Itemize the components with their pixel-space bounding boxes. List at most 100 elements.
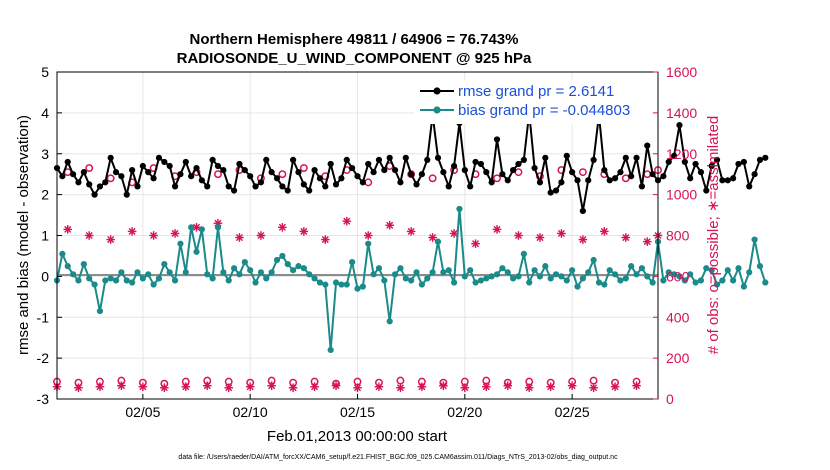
data-point (590, 256, 597, 264)
data-point (263, 156, 270, 163)
data-point (166, 269, 173, 276)
data-point (681, 158, 688, 166)
data-point (295, 263, 302, 270)
data-point (660, 173, 667, 180)
x-tick-label: 02/10 (233, 404, 268, 420)
data-point (450, 162, 458, 170)
assimilated-point (514, 231, 523, 240)
data-point (129, 279, 136, 286)
x-tick-label: 02/25 (555, 404, 590, 420)
data-point (220, 269, 227, 276)
data-point (536, 179, 544, 186)
data-point (80, 261, 87, 268)
assimilated-point (342, 216, 352, 226)
data-point (703, 187, 710, 194)
assimilated-point (524, 383, 534, 393)
data-point (644, 273, 651, 280)
data-point (547, 189, 554, 196)
data-point (418, 171, 425, 178)
possible-point (278, 170, 287, 179)
data-point (756, 156, 764, 163)
data-point (445, 183, 452, 190)
data-file-footnote: data file: /Users/raeder/DAI/ATM_forcXX/… (178, 454, 618, 461)
assimilated-point (321, 235, 330, 244)
data-point (483, 169, 490, 176)
data-point (708, 267, 715, 274)
data-point (198, 177, 205, 184)
data-point (397, 179, 404, 186)
assimilated-point (127, 227, 137, 236)
data-point (112, 277, 120, 284)
y-right-tick-label: 1200 (666, 146, 697, 162)
data-point (429, 269, 436, 276)
possible-point (214, 170, 222, 179)
data-point (343, 281, 350, 288)
assimilated-point (621, 233, 631, 242)
data-point (585, 269, 592, 276)
y-left-tick-label: 4 (41, 105, 49, 121)
legend-box (414, 80, 652, 124)
data-point (697, 277, 705, 284)
data-point (687, 271, 694, 278)
assimilated-point (95, 382, 105, 392)
x-axis-label: Feb.01,2013 00:00:00 start (267, 428, 448, 445)
data-point (161, 158, 168, 166)
data-point (343, 156, 350, 163)
data-point (204, 271, 211, 278)
data-point (230, 187, 238, 194)
data-point (359, 283, 366, 290)
data-point (762, 279, 769, 286)
data-point (617, 169, 624, 176)
data-point (408, 171, 415, 178)
assimilated-point (396, 383, 405, 393)
assimilated-point (642, 237, 652, 246)
assimilated-point (385, 220, 394, 230)
y-right-tick-label: 0 (666, 391, 674, 407)
data-point (504, 177, 511, 184)
y-left-tick-label: -3 (37, 391, 50, 407)
data-point (327, 346, 334, 354)
assimilated-point (567, 381, 577, 391)
data-point (188, 173, 195, 180)
data-point (569, 267, 576, 274)
data-point (64, 263, 71, 270)
data-point (472, 158, 479, 166)
y-left-tick-label: -1 (37, 309, 50, 325)
data-point (123, 277, 130, 284)
assimilated-point (460, 383, 470, 393)
data-point (386, 154, 393, 161)
data-point (456, 205, 463, 213)
data-point (402, 275, 409, 282)
possible-point (299, 164, 308, 173)
data-point (257, 179, 265, 186)
assimilated-point (288, 383, 298, 393)
data-point (349, 164, 356, 172)
data-point (622, 154, 629, 161)
data-point (740, 158, 747, 166)
data-point (552, 187, 560, 194)
data-point (740, 283, 747, 290)
possible-point (106, 174, 115, 183)
data-point (284, 187, 291, 194)
data-point (295, 169, 302, 176)
data-point (349, 258, 356, 266)
possible-point (589, 376, 598, 385)
assimilated-point (557, 229, 566, 238)
data-point (601, 167, 608, 174)
data-point (665, 158, 672, 166)
assimilated-point (492, 225, 502, 234)
data-point (660, 277, 667, 284)
assimilated-point (589, 383, 598, 393)
data-point (209, 275, 216, 282)
data-point (306, 271, 313, 278)
data-point (182, 158, 189, 166)
data-point (467, 267, 474, 274)
series-rmse grand pr = 2.6141 (53, 109, 769, 215)
data-point (563, 152, 570, 159)
assimilated-point (160, 383, 169, 393)
data-point (510, 275, 517, 282)
data-point (552, 271, 560, 278)
possible-point (396, 376, 405, 385)
data-point (177, 240, 184, 247)
data-point (606, 177, 613, 184)
